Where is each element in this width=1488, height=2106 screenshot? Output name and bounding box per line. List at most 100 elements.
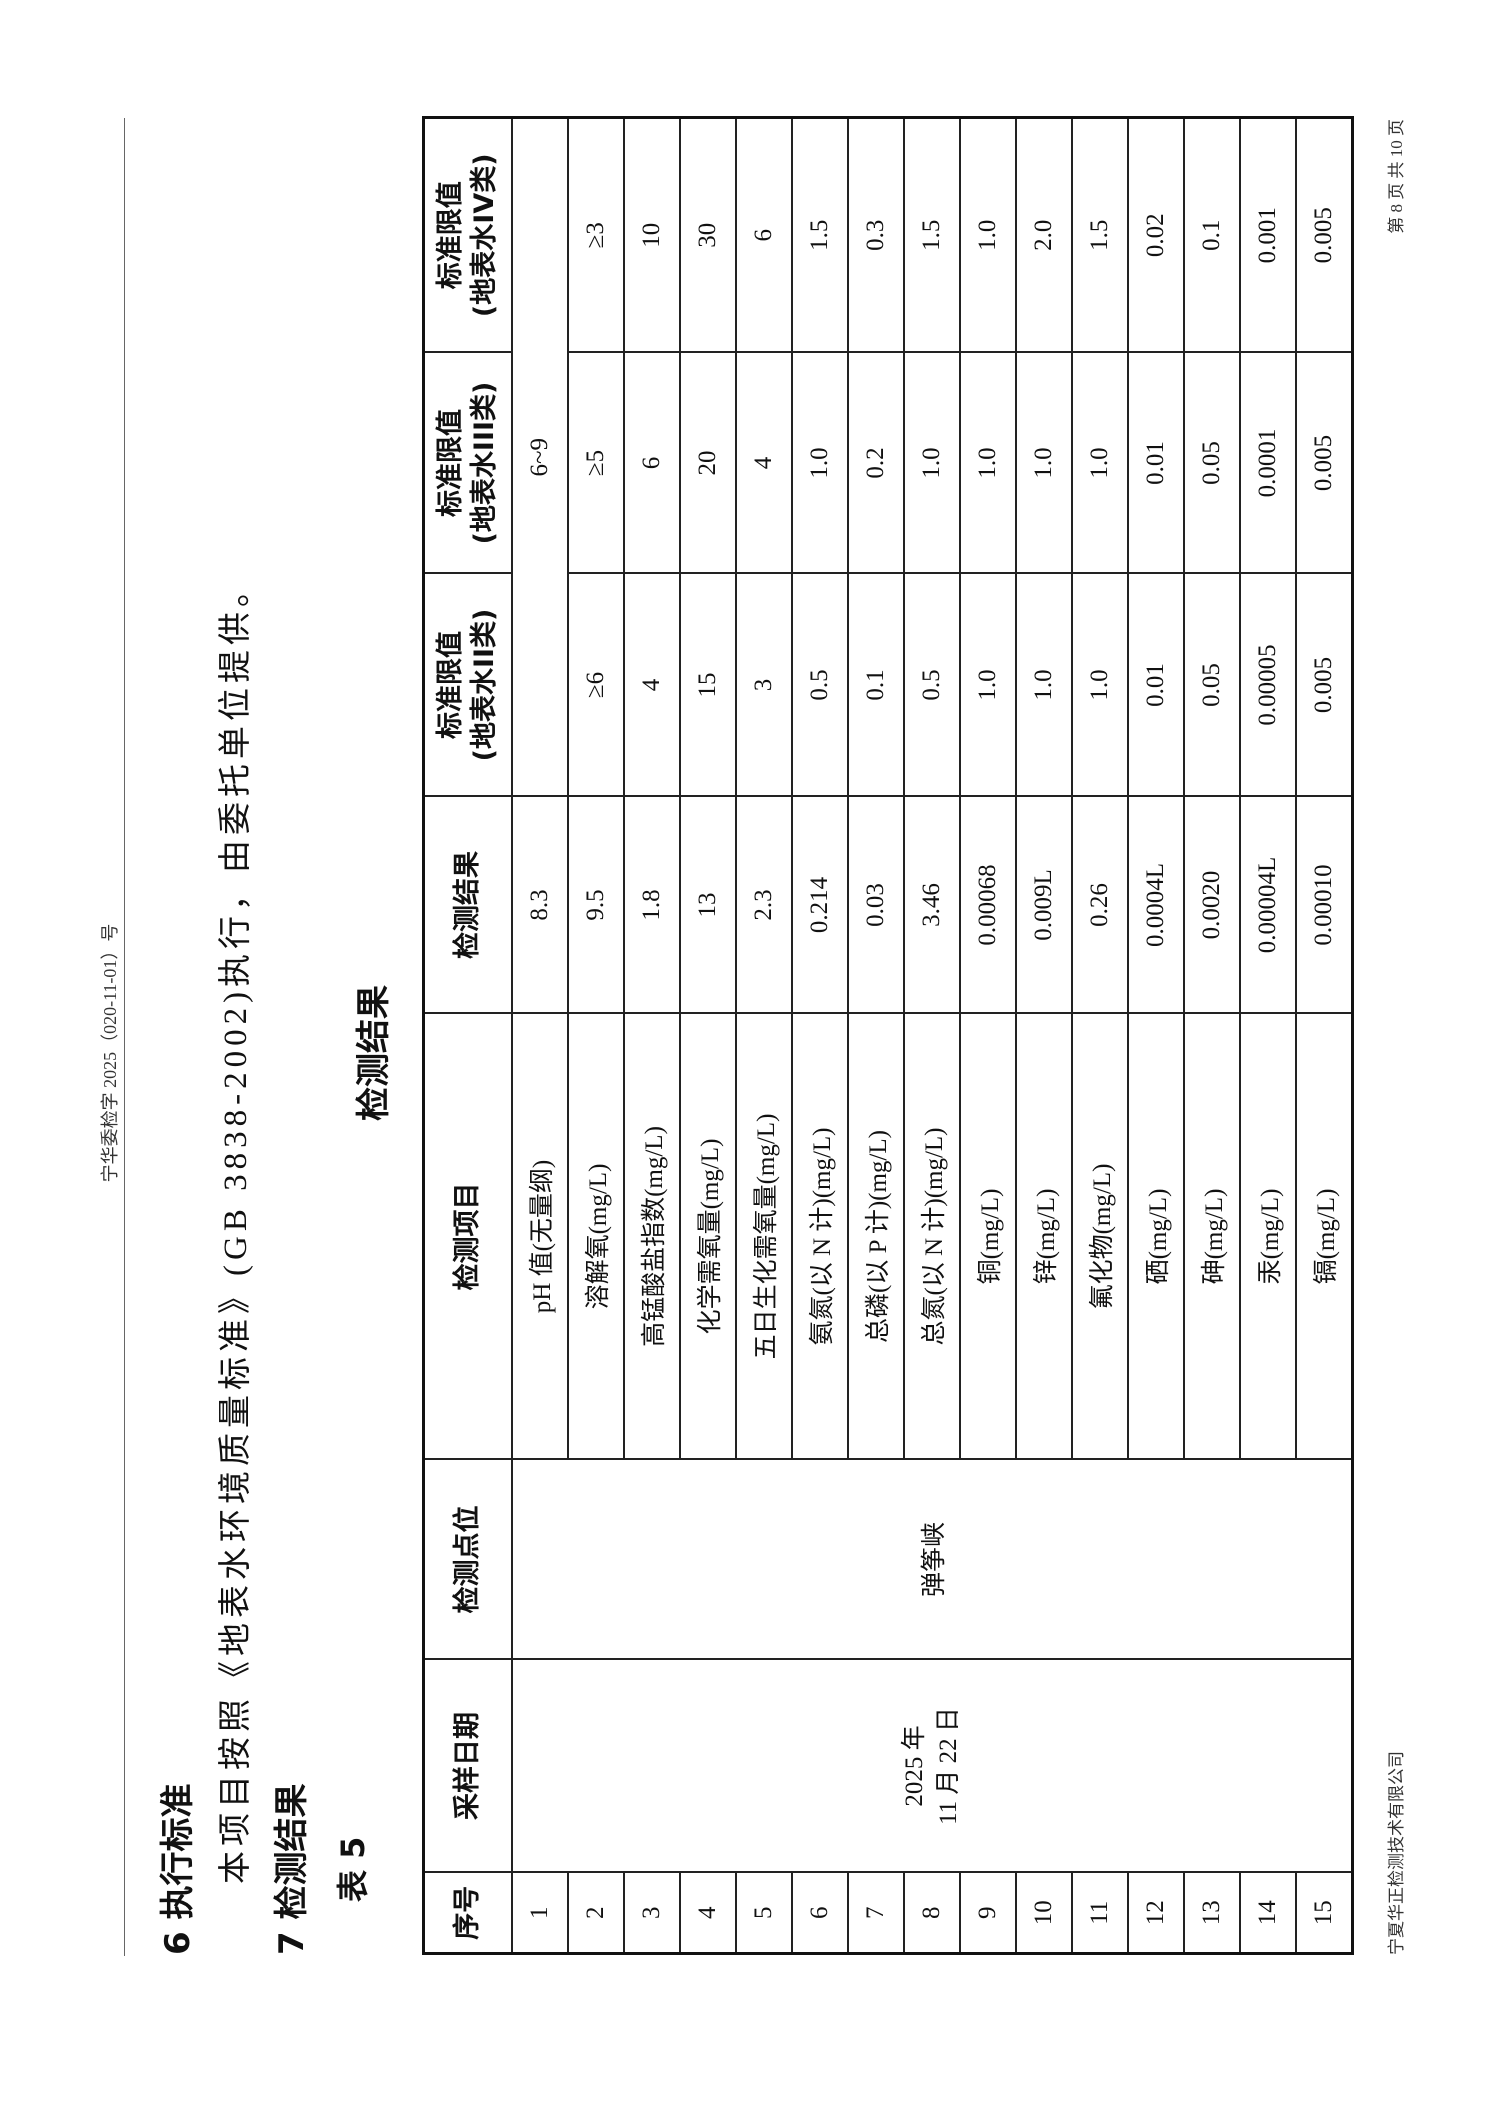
limit-ii: 1.0 <box>1016 573 1072 797</box>
item-name: 硒(mg/L) <box>1128 1013 1184 1460</box>
limit-iii: 6 <box>624 352 680 574</box>
table-row: 1 2025 年 11 月 22 日弹筝峡 pH 值(无量纲) 8.3 6~9 <box>512 117 1353 1954</box>
limit-iii: 4 <box>736 352 792 574</box>
item-name: 铜(mg/L) <box>960 1013 1016 1460</box>
limit-iii: 20 <box>680 352 736 574</box>
limit-ii: 1.0 <box>1072 573 1128 797</box>
item-name: 化学需氧量(mg/L) <box>680 1013 736 1460</box>
item-name: 镉(mg/L) <box>1296 1013 1353 1460</box>
document-number: 宁华委检字 2025（020-11-01）号 <box>100 923 120 1183</box>
item-name: 总氮(以 N 计)(mg/L) <box>904 1013 960 1460</box>
limit-iv: 0.1 <box>1184 117 1240 353</box>
limit-ii: 0.5 <box>792 573 848 797</box>
limit-iii: 0.2 <box>848 352 904 574</box>
result-value: 0.009L <box>1016 796 1072 1014</box>
result-value: 0.00068 <box>960 796 1016 1014</box>
limit-ii: 3 <box>736 573 792 797</box>
limit-ii: 4 <box>624 573 680 797</box>
limit-iv: ≥3 <box>568 117 624 353</box>
section-heading-results: 7 检测结果 <box>272 1783 312 1956</box>
item-name: pH 值(无量纲) <box>512 1013 568 1460</box>
limit-iv: 0.3 <box>848 117 904 353</box>
result-value: 2.3 <box>736 796 792 1014</box>
limit-ii: 15 <box>680 573 736 797</box>
row-number: 8 <box>904 1872 960 1954</box>
row-number: 6 <box>792 1872 848 1954</box>
limit-iv: 1.5 <box>904 117 960 353</box>
row-number: 12 <box>1128 1872 1184 1954</box>
limit-iv: 0.005 <box>1296 117 1353 353</box>
header-col-limit-ii: 标准限值 (地表水II类) <box>423 573 512 797</box>
limit-iii: ≥5 <box>568 352 624 574</box>
limit-iii: 0.05 <box>1184 352 1240 574</box>
result-value: 0.0020 <box>1184 796 1240 1014</box>
limit-iii: 1.0 <box>960 352 1016 574</box>
limit-ii: 0.01 <box>1128 573 1184 797</box>
row-number: 2 <box>568 1872 624 1954</box>
result-value: 0.0004L <box>1128 796 1184 1014</box>
item-name: 溶解氧(mg/L) <box>568 1013 624 1460</box>
header-col-sample-date: 采样日期 <box>423 1659 512 1873</box>
limit-ii: 0.5 <box>904 573 960 797</box>
header-col-no: 序号 <box>423 1872 512 1954</box>
limit-iv: 1.5 <box>1072 117 1128 353</box>
result-value: 13 <box>680 796 736 1014</box>
row-number: 9 <box>960 1872 1016 1954</box>
result-value: 9.5 <box>568 796 624 1014</box>
results-table: 序号 采样日期 检测点位 检测项目 检测结果 标准限值 (地表水II类) 标准限值 (地表水… <box>422 116 1354 1955</box>
limit-ii: 0.005 <box>1296 573 1353 797</box>
ph-limit-range: 6~9 <box>512 117 568 797</box>
result-value: 0.00010 <box>1296 796 1353 1014</box>
item-name: 氨氮(以 N 计)(mg/L) <box>792 1013 848 1460</box>
limit-iv: 0.001 <box>1240 117 1296 353</box>
limit-ii: 0.00005 <box>1240 573 1296 797</box>
item-name: 锌(mg/L) <box>1016 1013 1072 1460</box>
header-col-limit-iv: 标准限值 (地表水IV类) <box>423 117 512 353</box>
section-heading-standard: 6 执行标准 <box>158 1783 198 1956</box>
header-col-item: 检测项目 <box>423 1013 512 1460</box>
limit-iv: 10 <box>624 117 680 353</box>
result-value: 8.3 <box>512 796 568 1014</box>
limit-iv: 0.02 <box>1128 117 1184 353</box>
row-number: 7 <box>848 1872 904 1954</box>
header-col-location: 检测点位 <box>423 1459 512 1660</box>
table-header-row: 序号 采样日期 检测点位 检测项目 检测结果 标准限值 (地表水II类) 标准限值 (地表水… <box>423 117 512 1954</box>
row-number: 3 <box>624 1872 680 1954</box>
location-cell: 弹筝峡 <box>512 1459 1353 1660</box>
item-name: 高锰酸盐指数(mg/L) <box>624 1013 680 1460</box>
row-number: 1 <box>512 1872 568 1954</box>
footer-page-number: 第 8 页 共 10 页 <box>1387 119 1406 234</box>
result-value: 3.46 <box>904 796 960 1014</box>
limit-iii: 1.0 <box>792 352 848 574</box>
row-number: 13 <box>1184 1872 1240 1954</box>
limit-ii: 0.05 <box>1184 573 1240 797</box>
row-number: 5 <box>736 1872 792 1954</box>
item-name: 砷(mg/L) <box>1184 1013 1240 1460</box>
limit-iii: 0.01 <box>1128 352 1184 574</box>
row-number: 10 <box>1016 1872 1072 1954</box>
item-name: 五日生化需氧量(mg/L) <box>736 1013 792 1460</box>
limit-iii: 0.005 <box>1296 352 1353 574</box>
header-divider <box>124 118 125 1956</box>
item-name: 总磷(以 P 计)(mg/L) <box>848 1013 904 1460</box>
header-col-result: 检测结果 <box>423 796 512 1014</box>
result-value: 0.214 <box>792 796 848 1014</box>
limit-iv: 1.0 <box>960 117 1016 353</box>
row-number: 4 <box>680 1872 736 1954</box>
limit-iv: 1.5 <box>792 117 848 353</box>
result-value: 0.00004L <box>1240 796 1296 1014</box>
limit-iii: 0.0001 <box>1240 352 1296 574</box>
item-name: 氟化物(mg/L) <box>1072 1013 1128 1460</box>
row-number: 14 <box>1240 1872 1296 1954</box>
limit-iv: 30 <box>680 117 736 353</box>
row-number: 11 <box>1072 1872 1128 1954</box>
limit-iv: 2.0 <box>1016 117 1072 353</box>
limit-ii: ≥6 <box>568 573 624 797</box>
item-name: 汞(mg/L) <box>1240 1013 1296 1460</box>
row-number: 15 <box>1296 1872 1353 1954</box>
limit-iii: 1.0 <box>1072 352 1128 574</box>
limit-ii: 1.0 <box>960 573 1016 797</box>
footer-company: 宁夏华正检测技术有限公司 <box>1387 1751 1406 1955</box>
limit-iv: 6 <box>736 117 792 353</box>
